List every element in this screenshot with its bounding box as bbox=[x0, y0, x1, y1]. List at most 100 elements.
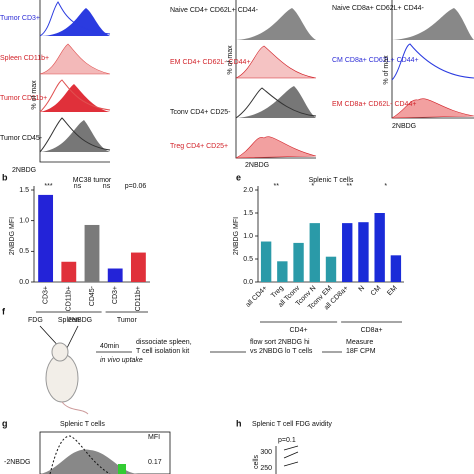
histogram bbox=[236, 86, 316, 118]
label: EM CD4+ CD62L- CD44+ bbox=[170, 59, 251, 66]
label: Spleen CD11b+ bbox=[0, 55, 49, 62]
histogram bbox=[391, 98, 474, 119]
histogram bbox=[39, 1, 111, 37]
annotation: * bbox=[311, 183, 314, 190]
group-label: Tumor bbox=[117, 317, 138, 324]
bar bbox=[84, 224, 100, 282]
histogram bbox=[40, 84, 110, 112]
label: CM CD8a+ CD62L+ CD44+ bbox=[332, 57, 419, 64]
y-label: % of max bbox=[31, 80, 38, 110]
annotation: * bbox=[384, 183, 387, 190]
group-label: Spleen bbox=[58, 317, 80, 324]
label: 2NBDG bbox=[68, 317, 92, 324]
mouse-head bbox=[51, 342, 69, 362]
y-tick-label: 1.0 bbox=[243, 233, 253, 240]
label: vs 2NBDG lo T cells bbox=[250, 348, 313, 355]
histogram bbox=[39, 43, 111, 75]
histogram-middle: Naive CD4+ CD62L+ CD44- EM CD4+ CD62L- C… bbox=[170, 0, 317, 169]
label: Measure bbox=[346, 339, 373, 346]
label: Tconv CD4+ CD25- bbox=[170, 109, 231, 116]
panel-letter: g bbox=[2, 418, 8, 428]
histogram bbox=[392, 8, 474, 40]
histogram bbox=[40, 120, 110, 152]
x-tick-label: CM bbox=[370, 285, 383, 298]
histogram bbox=[39, 79, 111, 113]
histogram bbox=[235, 45, 317, 79]
annotation: ** bbox=[274, 183, 280, 190]
x-tick-label: CD3+ bbox=[42, 286, 49, 304]
label: -2NBDG bbox=[4, 459, 30, 466]
gate bbox=[118, 464, 126, 474]
chart-title: Splenic T cells bbox=[309, 177, 354, 184]
histogram bbox=[236, 8, 316, 40]
panel-f: f FDG 2NBDG 40min in vivo uptake dissoci… bbox=[2, 306, 376, 415]
histogram bbox=[235, 87, 317, 119]
label: 18F CPM bbox=[346, 348, 376, 355]
label: Tumor CD11b+ bbox=[0, 95, 47, 102]
bar bbox=[107, 268, 123, 282]
y-label: 2NBDG MFI bbox=[9, 217, 16, 255]
bar bbox=[342, 223, 353, 282]
label: FDG bbox=[28, 317, 43, 324]
y-tick-label: 1.0 bbox=[19, 218, 29, 225]
label: Tumor CD45- bbox=[0, 135, 43, 142]
histogram-right: Naive CD8a+ CD62L+ CD44- CM CD8a+ CD62L+… bbox=[332, 0, 474, 130]
label: dissociate spleen, bbox=[136, 339, 192, 346]
label: 40min bbox=[100, 343, 119, 350]
label: Naive CD8a+ CD62L+ CD44- bbox=[332, 5, 424, 12]
label: in vivo uptake bbox=[100, 357, 143, 364]
panel-h: h Splenic T cell FDG avidity p=0.1 300 2… bbox=[236, 418, 332, 474]
annotation: ns bbox=[74, 183, 82, 190]
axis bbox=[39, 0, 110, 163]
annotation: p=0.1 bbox=[278, 437, 296, 444]
bar bbox=[61, 261, 77, 282]
bar bbox=[390, 255, 402, 282]
label: MFI bbox=[148, 434, 160, 441]
x-tick-label: CD11b+ bbox=[66, 286, 73, 311]
panel-letter: h bbox=[236, 418, 242, 428]
label: EM CD8a+ CD62L- CD44+ bbox=[332, 101, 416, 108]
x-tick-label: CD11b+ bbox=[135, 286, 142, 311]
histogram bbox=[391, 43, 474, 81]
bar bbox=[130, 252, 146, 282]
y-label: cells bbox=[253, 455, 260, 470]
label: 0.17 bbox=[148, 459, 162, 466]
bar bbox=[38, 194, 54, 282]
panel-g: g Splenic T cells MFI -2NBDG 0.17 bbox=[2, 418, 171, 474]
title: Splenic T cell FDG avidity bbox=[252, 421, 332, 428]
y-label: 2NBDG MFI bbox=[233, 217, 240, 255]
label: Naive CD4+ CD62L+ CD44- bbox=[170, 7, 259, 14]
frame bbox=[39, 431, 171, 474]
panel-letter: b bbox=[2, 172, 8, 182]
histogram bbox=[40, 8, 110, 36]
x-label: 2NBDG bbox=[12, 167, 36, 174]
x-tick-label: all CD4+ bbox=[245, 285, 269, 309]
histogram bbox=[49, 435, 111, 474]
y-label: % of max bbox=[383, 55, 390, 85]
bar bbox=[293, 242, 304, 282]
bar bbox=[260, 241, 272, 282]
x-tick-label: CD3+ bbox=[112, 286, 119, 304]
bar bbox=[309, 223, 320, 282]
y-tick-label: 1.5 bbox=[19, 187, 29, 194]
tick-label: 250 bbox=[260, 465, 272, 472]
group-label: CD4+ bbox=[290, 327, 308, 334]
label: Tumor CD3+ bbox=[0, 15, 40, 22]
x-label: 2NBDG bbox=[392, 123, 416, 130]
pair-lines bbox=[283, 445, 299, 467]
chart-title: MC38 tumor bbox=[73, 177, 112, 184]
y-tick-label: 0.5 bbox=[243, 256, 253, 263]
histogram-left: Tumor CD3+ Spleen CD11b+ Tumor CD11b+ Tu… bbox=[0, 0, 111, 174]
y-tick-label: 2.0 bbox=[243, 187, 253, 194]
title: Splenic T cells bbox=[60, 421, 105, 428]
bar bbox=[358, 222, 369, 282]
x-tick-label: CD45- bbox=[89, 285, 96, 306]
x-tick-label: N bbox=[358, 285, 367, 294]
annotation: p=0.06 bbox=[125, 183, 147, 190]
y-label: % of max bbox=[227, 45, 234, 75]
bar bbox=[277, 261, 288, 282]
y-tick-label: 0.5 bbox=[19, 248, 29, 255]
mouse-tail bbox=[61, 401, 89, 415]
tick-label: 300 bbox=[260, 449, 272, 456]
